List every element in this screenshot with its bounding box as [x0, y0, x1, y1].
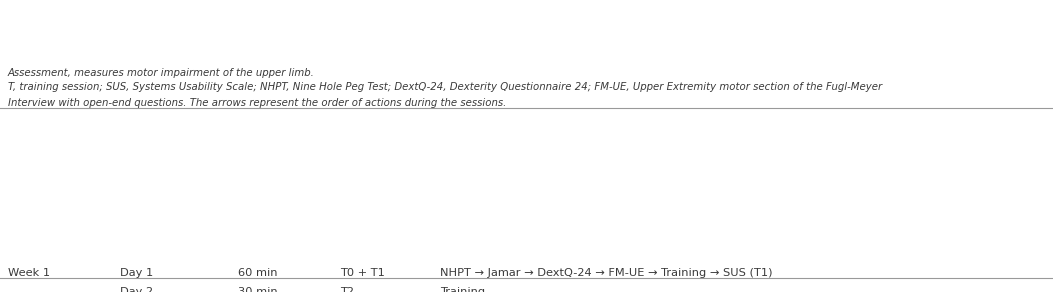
Text: Day 1: Day 1: [120, 268, 154, 278]
Text: NHPT → Jamar → DextQ-24 → FM-UE → Training → SUS (T1): NHPT → Jamar → DextQ-24 → FM-UE → Traini…: [440, 268, 773, 278]
Text: 30 min: 30 min: [238, 287, 278, 292]
Text: Day 2: Day 2: [120, 287, 153, 292]
Text: Assessment, measures motor impairment of the upper limb.: Assessment, measures motor impairment of…: [8, 68, 315, 78]
Text: T0 + T1: T0 + T1: [340, 268, 385, 278]
Text: T2: T2: [340, 287, 354, 292]
Text: 60 min: 60 min: [238, 268, 278, 278]
Text: Training: Training: [440, 287, 485, 292]
Text: Week 1: Week 1: [8, 268, 51, 278]
Text: Interview with open-end questions. The arrows represent the order of actions dur: Interview with open-end questions. The a…: [8, 98, 506, 108]
Text: T, training session; SUS, Systems Usability Scale; NHPT, Nine Hole Peg Test; Dex: T, training session; SUS, Systems Usabil…: [8, 82, 882, 92]
